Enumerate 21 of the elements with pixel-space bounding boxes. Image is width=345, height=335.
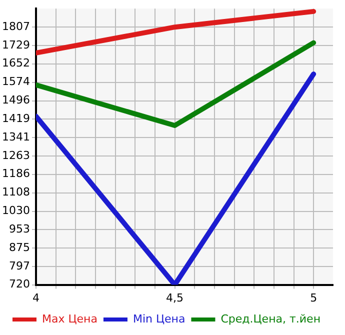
y-tick-label: 720 — [8, 278, 30, 291]
y-tick-label: 1574 — [2, 75, 30, 88]
legend-label: Min Цена — [132, 312, 186, 326]
y-tick-label: 1263 — [2, 148, 30, 162]
legend-label: Сред.Цена, т.йен — [220, 312, 321, 326]
x-tick-label: 4 — [32, 291, 40, 304]
y-tick-label: 1496 — [2, 94, 30, 107]
legend-label: Max Цена — [42, 312, 98, 326]
y-tick-label: 797 — [8, 259, 30, 272]
y-tick-label: 1341 — [2, 130, 30, 144]
x-tick-label: 4,5 — [166, 291, 184, 304]
y-tick-label: 1108 — [2, 186, 30, 199]
y-tick-label: 1729 — [2, 38, 30, 52]
y-tick-label: 953 — [8, 222, 30, 236]
y-tick-label: 1030 — [2, 204, 30, 218]
y-tick-label: 1652 — [2, 56, 30, 70]
y-tick-label: 1807 — [2, 20, 30, 33]
y-tick-label: 1186 — [2, 167, 30, 180]
y-tick-label: 1419 — [2, 112, 30, 125]
x-tick-label: 5 — [310, 291, 318, 304]
y-tick-label: 875 — [8, 240, 30, 254]
